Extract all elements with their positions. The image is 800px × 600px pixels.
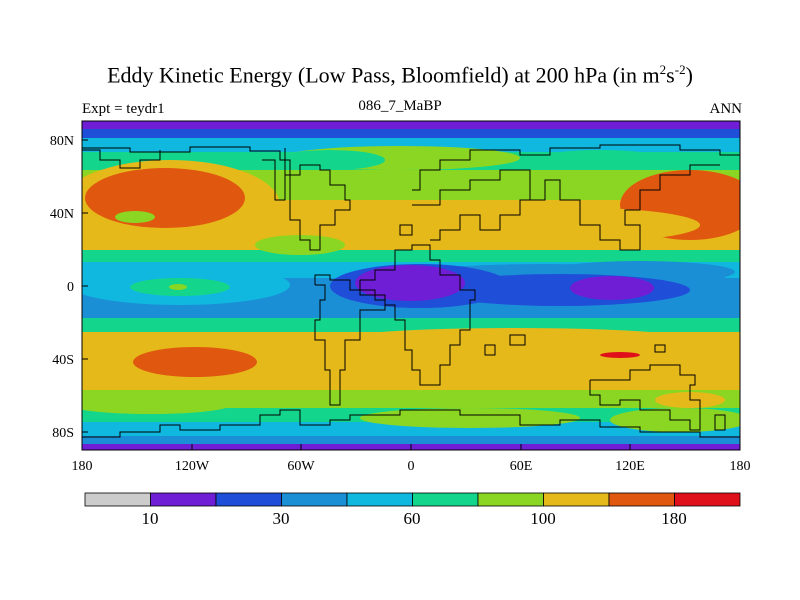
experiment-label: Expt = teydr1 (82, 101, 165, 117)
colorbar-swatch (281, 492, 348, 507)
plot-title: Eddy Kinetic Energy (Low Pass, Bloomfiel… (107, 62, 693, 88)
x-tick-label: 60W (287, 459, 315, 474)
colorbar (84, 492, 741, 507)
colorbar-swatch (412, 492, 479, 507)
tick-marks (81, 139, 741, 450)
colorbar-label: 60 (404, 509, 421, 528)
colorbar-swatch (215, 492, 282, 507)
x-tick-label: 180 (730, 459, 751, 474)
coastlines (82, 144, 740, 438)
colorbar-swatch (477, 492, 544, 507)
season-label: ANN (709, 101, 743, 117)
y-tick-label: 40S (52, 353, 74, 368)
colorbar-swatch (84, 492, 151, 507)
y-tick-label: 0 (67, 280, 74, 295)
y-tick-label: 80S (52, 426, 74, 441)
x-tick-label: 120E (615, 459, 645, 474)
colorbar-swatch (543, 492, 610, 507)
x-tick-label: 120W (175, 459, 210, 474)
x-tick-label: 180 (72, 459, 93, 474)
x-tick-label: 60E (510, 459, 533, 474)
colorbar-label: 180 (661, 509, 687, 528)
colorbar-swatch (346, 492, 413, 507)
colorbar-swatch (608, 492, 675, 507)
case-label: 086_7_MaBP (358, 98, 442, 114)
x-tick-label: 0 (408, 459, 415, 474)
colorbar-swatch (150, 492, 217, 507)
colorbar-label: 100 (530, 509, 556, 528)
colorbar-swatch (674, 492, 741, 507)
contour-field (82, 121, 740, 450)
y-tick-label: 80N (50, 134, 74, 149)
y-tick-label: 40N (50, 207, 74, 222)
colorbar-label: 30 (273, 509, 290, 528)
colorbar-label: 10 (142, 509, 159, 528)
